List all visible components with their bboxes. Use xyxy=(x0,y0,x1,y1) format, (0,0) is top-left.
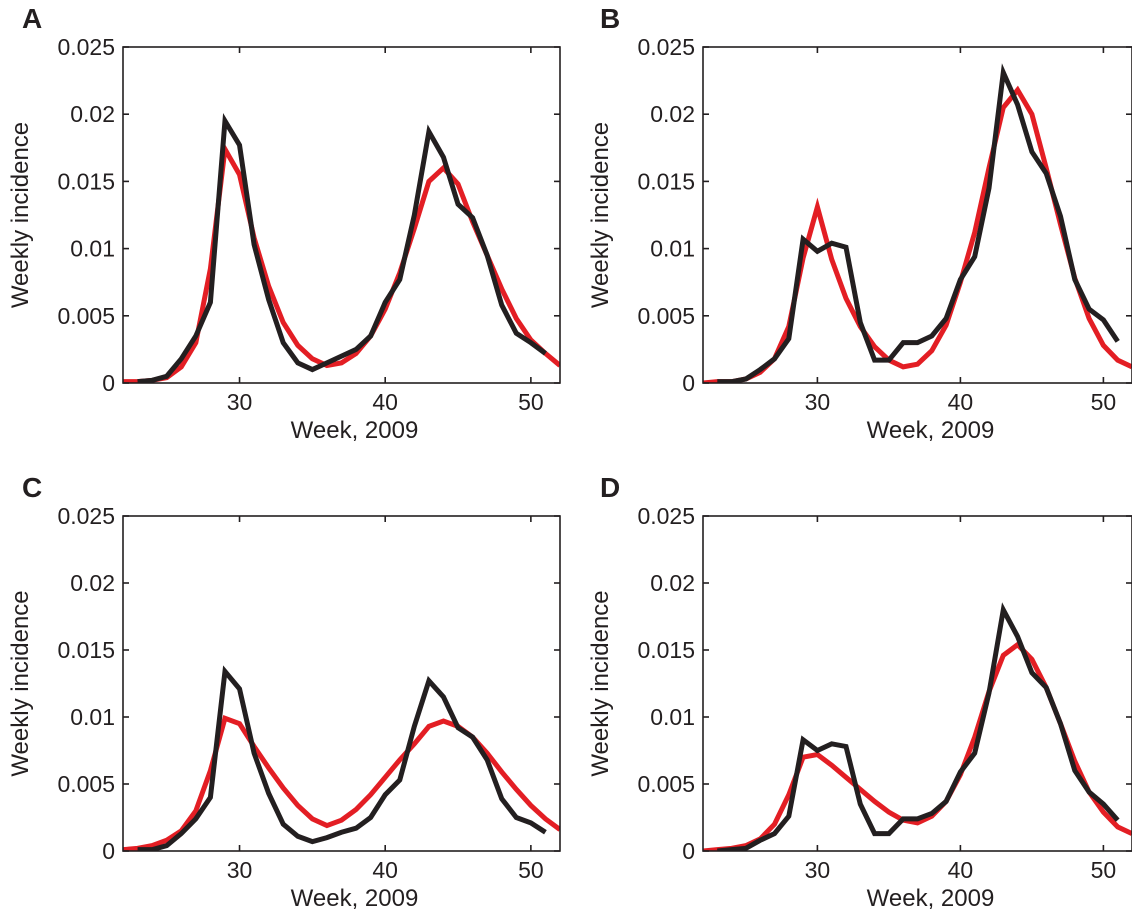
chart-panel-b: 0 0.005 0.01 0.015 0.02 0.025 30 40 50 Week, 2009… xyxy=(587,3,1132,444)
y-tick-label: 0 xyxy=(682,838,695,864)
x-axis-label: Week, 2009 xyxy=(867,417,995,444)
chart-panel-c: 0 0.005 0.01 0.015 0.02 0.025 30 40 50 Week, 2009… xyxy=(7,472,561,912)
y-tick-label: 0.01 xyxy=(650,704,695,730)
y-tick-label: 0.015 xyxy=(57,168,115,194)
series-line-black xyxy=(717,602,1120,851)
y-tick-label: 0.025 xyxy=(57,503,115,529)
x-axis-label: Week, 2009 xyxy=(291,885,419,912)
y-tick-label: 0.02 xyxy=(650,570,695,596)
x-tick-label: 40 xyxy=(372,857,398,883)
y-tick-label: 0.015 xyxy=(57,637,115,663)
y-axis-label: Weekly incidence xyxy=(587,590,614,776)
x-tick-label: 50 xyxy=(518,389,544,415)
y-tick-label: 0.01 xyxy=(70,236,115,262)
x-tick-label: 50 xyxy=(1091,857,1117,883)
y-tick-label: 0.015 xyxy=(637,168,695,194)
x-tick-label: 30 xyxy=(805,857,831,883)
y-tick-label: 0.01 xyxy=(650,236,695,262)
x-tick-label: 50 xyxy=(518,857,544,883)
series-line-red xyxy=(123,715,560,851)
y-tick-label: 0.005 xyxy=(637,771,695,797)
x-axis-label: Week, 2009 xyxy=(867,885,995,912)
y-tick-label: 0.02 xyxy=(650,101,695,127)
y-tick-label: 0.005 xyxy=(57,771,115,797)
y-tick-label: 0.015 xyxy=(637,637,695,663)
panel-label: B xyxy=(600,3,620,34)
y-tick-label: 0.01 xyxy=(70,704,115,730)
axes-frame xyxy=(122,46,561,384)
panel-label: C xyxy=(22,472,42,503)
y-tick-label: 0.02 xyxy=(70,101,115,127)
axes-frame xyxy=(702,515,1132,852)
x-tick-label: 50 xyxy=(1091,389,1117,415)
x-tick-label: 30 xyxy=(227,389,253,415)
x-tick-label: 40 xyxy=(372,389,398,415)
y-tick-label: 0.025 xyxy=(637,503,695,529)
series-line-black xyxy=(137,112,547,383)
chart-panel-a: 0 0.005 0.01 0.015 0.02 0.025 30 40 50 Week, 2009… xyxy=(7,3,561,444)
series-line-black xyxy=(137,665,547,851)
y-axis-label: Weekly incidence xyxy=(587,122,614,308)
y-tick-label: 0.005 xyxy=(57,303,115,329)
x-tick-label: 30 xyxy=(227,857,253,883)
y-tick-label: 0.005 xyxy=(637,303,695,329)
axes-frame xyxy=(122,515,561,852)
x-axis-label: Week, 2009 xyxy=(291,417,419,444)
y-tick-label: 0 xyxy=(102,838,115,864)
x-tick-label: 40 xyxy=(948,389,974,415)
y-axis-label: Weekly incidence xyxy=(7,122,34,308)
series-line-red xyxy=(703,85,1132,383)
y-tick-label: 0.025 xyxy=(57,34,115,60)
y-tick-label: 0 xyxy=(682,370,695,396)
series-line-black xyxy=(717,63,1120,383)
y-tick-label: 0 xyxy=(102,370,115,396)
y-tick-label: 0.025 xyxy=(637,34,695,60)
panel-label: D xyxy=(600,472,620,503)
y-tick-label: 0.02 xyxy=(70,570,115,596)
axes-frame xyxy=(702,46,1132,384)
y-axis-label: Weekly incidence xyxy=(7,590,34,776)
x-tick-label: 30 xyxy=(805,389,831,415)
x-tick-label: 40 xyxy=(948,857,974,883)
panel-label: A xyxy=(22,3,42,34)
chart-panel-d: 0 0.005 0.01 0.015 0.02 0.025 30 40 50 Week, 2009… xyxy=(587,472,1132,912)
